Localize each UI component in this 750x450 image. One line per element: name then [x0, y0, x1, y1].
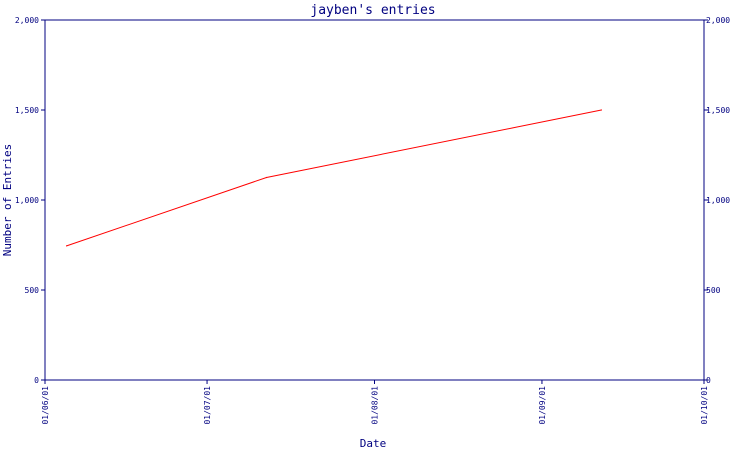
series-point	[600, 109, 602, 111]
y-tick-label-right: 500	[706, 286, 721, 295]
y-tick-label-left: 1,500	[15, 106, 39, 115]
x-tick-label: 01/07/01	[203, 386, 212, 425]
series-layer	[66, 109, 602, 247]
x-tick-label: 01/06/01	[41, 386, 50, 425]
y-tick-label-right: 1,000	[706, 196, 730, 205]
y-axis-title: Number of Entries	[1, 144, 14, 257]
y-tick-label-left: 0	[34, 376, 39, 385]
chart-title: jayben's entries	[310, 3, 435, 18]
x-tick-label: 01/09/01	[538, 386, 547, 425]
series-line	[66, 109, 602, 247]
y-tick-label-left: 2,000	[15, 16, 39, 25]
y-tick-label-left: 1,000	[15, 196, 39, 205]
y-tick-label-right: 1,500	[706, 106, 730, 115]
x-axis-title: Date	[360, 437, 387, 450]
series-point	[66, 245, 68, 247]
y-tick-label-right: 0	[706, 376, 711, 385]
x-axis: 01/06/01 01/07/01 01/08/01 01/09/01 01/10/01	[41, 380, 709, 425]
x-tick-label: 01/08/01	[371, 386, 380, 425]
x-tick-label: 01/10/01	[700, 386, 709, 425]
y-tick-label-left: 500	[25, 286, 40, 295]
y-tick-label-right: 2,000	[706, 16, 730, 25]
y-axis-right: 0 500 1,000 1,500 2,000	[704, 16, 730, 385]
series-point	[265, 176, 268, 179]
plot-frame	[44, 19, 705, 381]
y-axis-left: 0 500 1,000 1,500 2,000	[15, 16, 45, 385]
